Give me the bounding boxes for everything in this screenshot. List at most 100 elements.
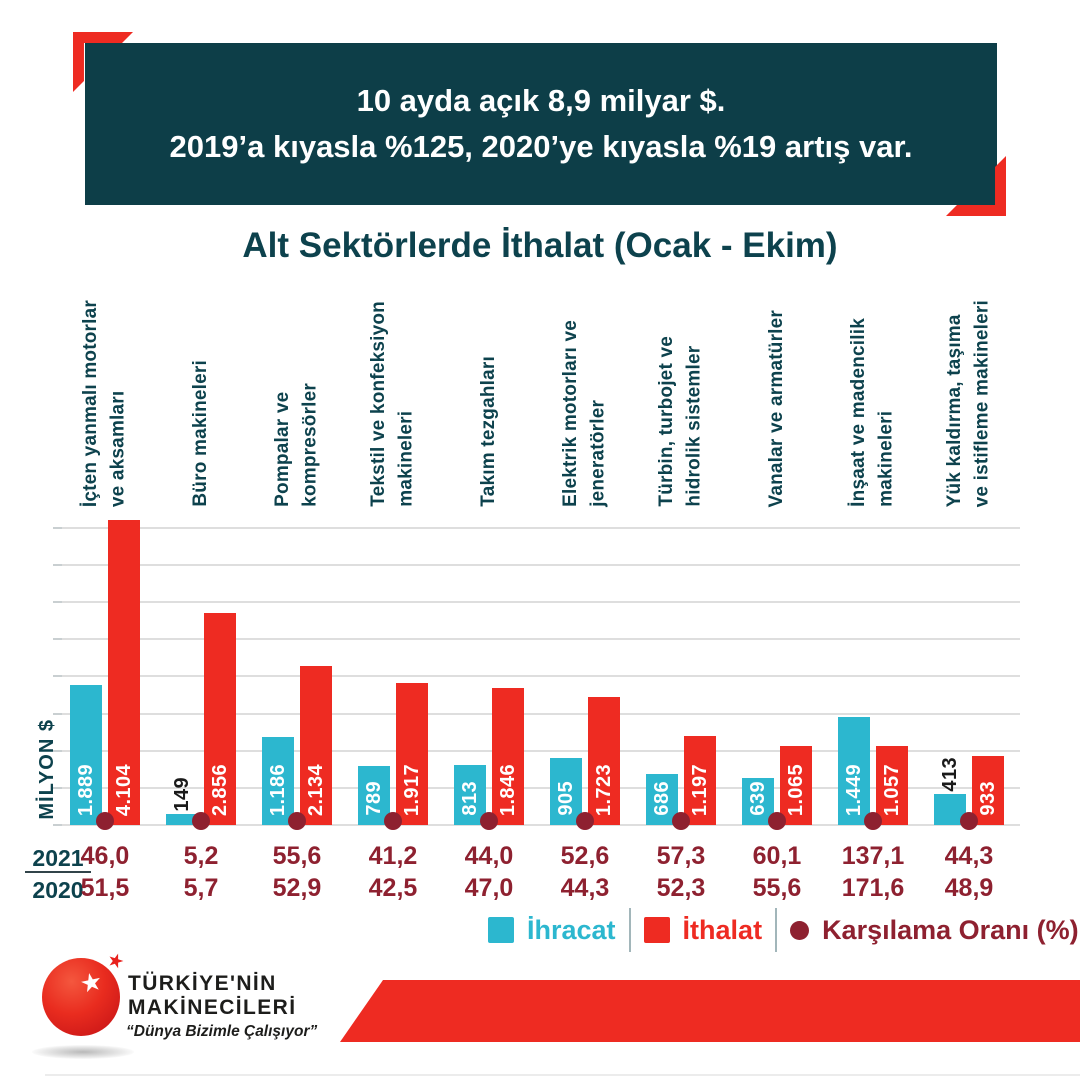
category-label: Tekstil ve konfeksiyon makineleri (368, 301, 417, 507)
category-label: İçten yanmalı motorlar ve aksamları (80, 299, 129, 507)
bottom-divider-line (45, 1074, 1080, 1076)
bar-value-label: 1.065 (784, 763, 807, 816)
coverage-value-2021: 60,1 (752, 842, 802, 870)
category-label: Elektrik motorları ve jeneratörler (560, 320, 609, 507)
bar-value-label: 1.917 (400, 763, 423, 816)
coverage-value-2020: 171,6 (841, 874, 905, 902)
export-bar: 905 (550, 758, 582, 825)
bar-value-label: 149 (170, 777, 193, 812)
category-label-slot: Yük kaldırma, taşıma ve istifleme makine… (909, 293, 1029, 507)
bar-value-label: 1.197 (688, 763, 711, 816)
legend-divider (628, 908, 631, 952)
year-divider-line (25, 871, 91, 873)
category-label: Büro makineleri (190, 360, 212, 507)
gridline (62, 638, 1020, 640)
coverage-marker (960, 812, 978, 830)
axis-tick (53, 638, 62, 640)
export-bar: 1.889 (70, 685, 102, 825)
bar-value-label: 1.186 (266, 763, 289, 816)
axis-tick (53, 713, 62, 715)
axis-tick (53, 787, 62, 789)
import-bar: 933 (972, 756, 1004, 825)
import-bar: 1.065 (780, 746, 812, 825)
coverage-marker (192, 812, 210, 830)
import-bar: 1.057 (876, 746, 908, 825)
gridline (62, 527, 1020, 529)
logo-line1: TÜRKİYE'NİN (128, 972, 277, 995)
axis-tick (53, 527, 62, 529)
coverage-marker (768, 812, 786, 830)
coverage-value-2021: 5,2 (183, 842, 219, 870)
category-label: Pompalar ve kompresörler (272, 383, 321, 507)
coverage-value-2021: 137,1 (841, 842, 905, 870)
gridline (62, 787, 1020, 789)
import-bar: 1.917 (396, 683, 428, 825)
coverage-value-2020: 55,6 (752, 874, 802, 902)
axis-tick (53, 675, 62, 677)
bar-value-label: 1.057 (880, 763, 903, 816)
coverage-legend-label: Karşılama Oranı (%) (822, 914, 1079, 945)
coverage-legend-dot (790, 920, 810, 940)
coverage-marker (864, 812, 882, 830)
coverage-value-2021: 44,3 (944, 842, 994, 870)
coverage-marker (96, 812, 114, 830)
bottom-red-banner (340, 980, 1080, 1042)
bar-value-label: 905 (554, 781, 577, 816)
headline-banner: 10 ayda açık 8,9 milyar $. 2019’a kıyasl… (85, 43, 997, 205)
year-label-2021: 2021 (32, 845, 84, 871)
bar-value-label: 2.856 (208, 763, 231, 816)
y-axis-label: MİLYON $ (36, 719, 58, 820)
gridline (62, 713, 1020, 715)
bar-value-label: 1.846 (496, 763, 519, 816)
import-bar: 1.197 (684, 736, 716, 825)
bar-value-label: 639 (746, 781, 769, 816)
axis-tick (53, 601, 62, 603)
bar-value-label: 813 (458, 781, 481, 816)
coverage-value-2020: 52,9 (272, 874, 322, 902)
import-bar: 1.846 (492, 688, 524, 825)
coverage-marker (288, 812, 306, 830)
coverage-value-2021: 52,6 (560, 842, 610, 870)
logo-shadow (32, 1045, 134, 1059)
headline-line2: 2019’a kıyasla %125, 2020’ye kıyasla %19… (169, 129, 913, 164)
category-label: İnşaat ve madencilik makineleri (848, 318, 897, 507)
category-label: Vanalar ve armatürler (766, 309, 788, 507)
gridline (62, 601, 1020, 603)
bar-value-slot: 149 (166, 758, 198, 812)
logo-slogan: “Dünya Bizimle Çalışıyor” (126, 1023, 318, 1040)
coverage-marker (576, 812, 594, 830)
import-bar: 1.723 (588, 697, 620, 825)
gridline (62, 564, 1020, 566)
export-bar (166, 814, 198, 825)
category-label: Türbin, turbojet ve hidrolik sistemler (656, 336, 705, 507)
logo-sphere (42, 958, 120, 1036)
import-bar: 2.134 (300, 666, 332, 825)
coverage-value-2021: 57,3 (656, 842, 706, 870)
category-label: Yük kaldırma, taşıma ve istifleme makine… (944, 299, 993, 507)
import-legend-label: İthalat (682, 914, 763, 945)
coverage-value-2021: 55,6 (272, 842, 322, 870)
bar-value-slot: 413 (934, 738, 966, 792)
axis-tick (53, 564, 62, 566)
export-bar: 1.186 (262, 737, 294, 825)
coverage-marker (672, 812, 690, 830)
chart-legend: İhracat İthalat Karşılama Oranı (%) (488, 906, 1079, 954)
bar-value-label: 4.104 (112, 763, 135, 816)
coverage-value-2020: 44,3 (560, 874, 610, 902)
year-label-2020: 2020 (32, 877, 84, 903)
coverage-value-2020: 5,7 (183, 874, 219, 902)
bar-value-label: 933 (976, 781, 999, 816)
bar-value-label: 1.449 (842, 763, 865, 816)
bar-value-label: 686 (650, 781, 673, 816)
bar-value-label: 413 (938, 757, 961, 792)
export-bar: 1.449 (838, 717, 870, 825)
headline-line1: 10 ayda açık 8,9 milyar $. (356, 83, 726, 118)
gridline (62, 824, 1020, 826)
axis-tick (53, 750, 62, 752)
coverage-value-2020: 52,3 (656, 874, 706, 902)
coverage-value-2021: 46,0 (80, 842, 130, 870)
coverage-value-2021: 41,2 (368, 842, 418, 870)
star-icon: ★ (104, 948, 127, 975)
bar-value-label: 1.723 (592, 763, 615, 816)
coverage-value-2021: 44,0 (464, 842, 514, 870)
